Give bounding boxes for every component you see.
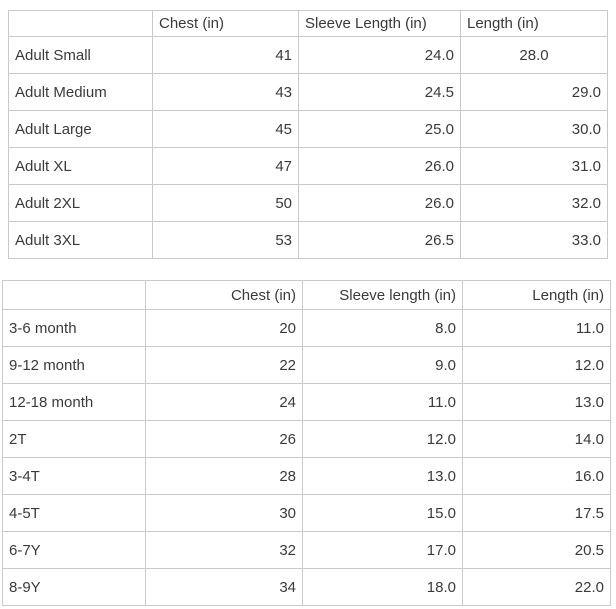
size-label-cell: 3-6 month bbox=[2, 309, 146, 347]
measurement-cell: 31.0 bbox=[460, 147, 608, 185]
table-row: Adult Large 45 25.0 30.0 bbox=[8, 110, 608, 148]
column-header: Length (in) bbox=[462, 280, 611, 310]
measurement-cell: 53 bbox=[152, 221, 299, 259]
measurement-cell: 16.0 bbox=[462, 457, 611, 495]
measurement-cell: 17.5 bbox=[462, 494, 611, 532]
size-label-cell: Adult 2XL bbox=[8, 184, 153, 222]
column-header: Length (in) bbox=[460, 10, 608, 37]
measurement-cell: 8.0 bbox=[302, 309, 463, 347]
size-label-cell: Adult 3XL bbox=[8, 221, 153, 259]
measurement-cell: 28.0 bbox=[460, 36, 608, 74]
table-row: Adult XL 47 26.0 31.0 bbox=[8, 147, 608, 185]
measurement-cell: 26.0 bbox=[298, 184, 461, 222]
size-label-cell: 3-4T bbox=[2, 457, 146, 495]
measurement-cell: 41 bbox=[152, 36, 299, 74]
table-row: Adult 2XL 50 26.0 32.0 bbox=[8, 184, 608, 222]
adult-table-body: Adult Small 41 24.0 28.0 Adult Medium 43 24.5 2… bbox=[8, 36, 608, 259]
measurement-cell: 28 bbox=[145, 457, 303, 495]
column-header: Chest (in) bbox=[145, 280, 303, 310]
table-row: 3-6 month 20 8.0 11.0 bbox=[2, 309, 611, 347]
adult-sizes-table: Chest (in) Sleeve Length (in) Length (in) … bbox=[8, 10, 608, 259]
size-label-cell: 9-12 month bbox=[2, 346, 146, 384]
size-label-cell: 2T bbox=[2, 420, 146, 458]
table-row: 8-9Y 34 18.0 22.0 bbox=[2, 568, 611, 606]
measurement-cell: 26.0 bbox=[298, 147, 461, 185]
size-label-cell: 12-18 month bbox=[2, 383, 146, 421]
youth-table-header-row: Chest (in) Sleeve length (in) Length (in) bbox=[2, 280, 611, 310]
size-label-cell: Adult Medium bbox=[8, 73, 153, 111]
size-label-cell: Adult XL bbox=[8, 147, 153, 185]
youth-table-body: 3-6 month 20 8.0 11.0 9-12 month 22 9.0 12.0 12-… bbox=[2, 309, 611, 606]
table-row: 2T 26 12.0 14.0 bbox=[2, 420, 611, 458]
measurement-cell: 24.0 bbox=[298, 36, 461, 74]
size-label-cell: Adult Small bbox=[8, 36, 153, 74]
measurement-cell: 14.0 bbox=[462, 420, 611, 458]
measurement-cell: 45 bbox=[152, 110, 299, 148]
measurement-cell: 22.0 bbox=[462, 568, 611, 606]
measurement-cell: 22 bbox=[145, 346, 303, 384]
measurement-cell: 26 bbox=[145, 420, 303, 458]
measurement-cell: 24.5 bbox=[298, 73, 461, 111]
measurement-cell: 11.0 bbox=[302, 383, 463, 421]
table-row: 12-18 month 24 11.0 13.0 bbox=[2, 383, 611, 421]
table-row: Adult Medium 43 24.5 29.0 bbox=[8, 73, 608, 111]
measurement-cell: 30 bbox=[145, 494, 303, 532]
adult-table-header-row: Chest (in) Sleeve Length (in) Length (in) bbox=[8, 10, 608, 37]
measurement-cell: 26.5 bbox=[298, 221, 461, 259]
measurement-cell: 13.0 bbox=[302, 457, 463, 495]
measurement-cell: 29.0 bbox=[460, 73, 608, 111]
table-row: 6-7Y 32 17.0 20.5 bbox=[2, 531, 611, 569]
measurement-cell: 13.0 bbox=[462, 383, 611, 421]
measurement-cell: 18.0 bbox=[302, 568, 463, 606]
size-label-cell: 8-9Y bbox=[2, 568, 146, 606]
measurement-cell: 30.0 bbox=[460, 110, 608, 148]
measurement-cell: 11.0 bbox=[462, 309, 611, 347]
measurement-cell: 20.5 bbox=[462, 531, 611, 569]
table-row: 9-12 month 22 9.0 12.0 bbox=[2, 346, 611, 384]
column-header: Sleeve length (in) bbox=[302, 280, 463, 310]
measurement-cell: 12.0 bbox=[302, 420, 463, 458]
measurement-cell: 32.0 bbox=[460, 184, 608, 222]
measurement-cell: 24 bbox=[145, 383, 303, 421]
size-label-cell: Adult Large bbox=[8, 110, 153, 148]
measurement-cell: 25.0 bbox=[298, 110, 461, 148]
table-row: 3-4T 28 13.0 16.0 bbox=[2, 457, 611, 495]
measurement-cell: 43 bbox=[152, 73, 299, 111]
measurement-cell: 9.0 bbox=[302, 346, 463, 384]
measurement-cell: 47 bbox=[152, 147, 299, 185]
measurement-cell: 50 bbox=[152, 184, 299, 222]
youth-sizes-table: Chest (in) Sleeve length (in) Length (in) … bbox=[2, 280, 611, 606]
column-header: Chest (in) bbox=[152, 10, 299, 37]
measurement-cell: 32 bbox=[145, 531, 303, 569]
measurement-cell: 12.0 bbox=[462, 346, 611, 384]
table-row: Adult 3XL 53 26.5 33.0 bbox=[8, 221, 608, 259]
size-label-cell: 4-5T bbox=[2, 494, 146, 532]
size-label-cell: 6-7Y bbox=[2, 531, 146, 569]
measurement-cell: 20 bbox=[145, 309, 303, 347]
measurement-cell: 17.0 bbox=[302, 531, 463, 569]
measurement-cell: 33.0 bbox=[460, 221, 608, 259]
measurement-cell: 34 bbox=[145, 568, 303, 606]
column-header bbox=[8, 10, 153, 37]
measurement-cell: 15.0 bbox=[302, 494, 463, 532]
table-row: Adult Small 41 24.0 28.0 bbox=[8, 36, 608, 74]
column-header bbox=[2, 280, 146, 310]
column-header: Sleeve Length (in) bbox=[298, 10, 461, 37]
table-row: 4-5T 30 15.0 17.5 bbox=[2, 494, 611, 532]
